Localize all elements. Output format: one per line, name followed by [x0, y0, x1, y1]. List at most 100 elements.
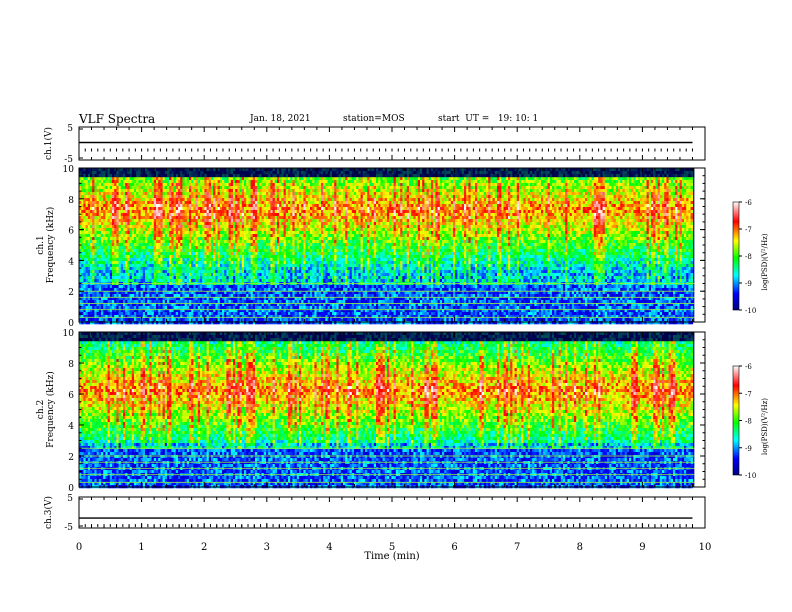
spectrogram-cell: [90, 216, 93, 219]
spectrogram-cell: [114, 273, 117, 276]
spectrogram-cell: [127, 255, 129, 258]
spectrogram-cell: [123, 198, 126, 201]
spectrogram-cell: [81, 264, 84, 267]
spectrogram-cell: [119, 279, 122, 282]
spectrogram-cell: [114, 276, 117, 279]
spectrogram-cell: [94, 213, 97, 216]
spectrogram-cell: [110, 243, 113, 246]
spectrogram-cell: [105, 312, 108, 315]
spectrogram-cell: [112, 186, 115, 189]
spectrogram-cell: [90, 258, 93, 261]
spectrogram-cell: [92, 279, 95, 282]
spectrogram-cell: [103, 243, 106, 246]
spectrogram-cell: [108, 189, 111, 192]
spectrogram-cell: [130, 231, 133, 234]
spectrogram-cell: [99, 222, 102, 225]
spectrogram-cell: [116, 210, 119, 213]
spectrogram-cell: [121, 177, 124, 180]
spectrogram-cell: [110, 306, 113, 309]
spectrogram-cell: [88, 246, 91, 249]
spectrogram-cell: [108, 222, 111, 225]
spectrogram-cell: [86, 177, 89, 180]
spectrogram-cell: [99, 318, 102, 321]
spectrogram-cell: [94, 270, 97, 273]
spectrogram-cell: [112, 273, 115, 276]
spectrogram-cell: [110, 270, 113, 273]
spectrogram-cell: [130, 180, 133, 183]
spectrogram-cell: [127, 213, 129, 216]
spectrogram-cell: [88, 312, 91, 315]
spectrogram-cell: [86, 219, 89, 222]
spectrogram-cell: [103, 279, 106, 282]
spectrogram-cell: [130, 258, 133, 261]
spectrogram-cell: [105, 183, 108, 186]
spectrogram-cell: [112, 306, 115, 309]
spectrogram-cell: [116, 192, 119, 195]
spectrogram-cell: [83, 183, 86, 186]
spectrogram-cell: [125, 189, 128, 192]
spectrogram-cell: [130, 243, 133, 246]
spectrogram-cell: [86, 222, 89, 225]
spectrogram-cell: [88, 237, 91, 240]
spectrogram-cell: [83, 180, 86, 183]
spectrogram-cell: [88, 216, 91, 219]
spectrogram-cell: [88, 234, 91, 237]
spectrogram-cell: [132, 261, 135, 264]
spectrogram-cell: [108, 216, 111, 219]
spectrogram-cell: [121, 201, 124, 204]
spectrogram-cell: [112, 318, 115, 321]
spectrogram-cell: [116, 285, 119, 288]
spectrogram-cell: [110, 294, 113, 297]
spectrogram-cell: [112, 237, 115, 240]
spectrogram-cell: [123, 240, 126, 243]
spectrogram-cell: [112, 192, 115, 195]
spectrogram-cell: [110, 201, 113, 204]
spectrogram-cell: [99, 306, 102, 309]
spectrogram-cell: [101, 180, 104, 183]
spectrogram-cell: [132, 264, 135, 267]
spectrogram-cell: [92, 306, 95, 309]
spectrogram-cell: [125, 240, 128, 243]
spectrogram-cell: [130, 312, 133, 315]
spectrogram-cell: [105, 246, 108, 249]
spectrogram-cell: [105, 261, 108, 264]
spectrogram-cell: [116, 225, 119, 228]
spectrogram-cell: [132, 270, 135, 273]
spectrogram-cell: [108, 300, 111, 303]
spectrogram-cell: [112, 222, 115, 225]
spectrogram-cell: [116, 243, 119, 246]
spectrogram-cell: [119, 240, 122, 243]
spectrogram-cell: [119, 267, 122, 270]
spectrogram-cell: [119, 255, 122, 258]
spectrogram-cell: [110, 312, 113, 315]
spectrogram-cell: [127, 216, 129, 219]
spectrogram-cell: [92, 177, 95, 180]
spectrogram-cell: [132, 285, 135, 288]
spectrogram-cell: [94, 321, 97, 324]
spectrogram-cell: [92, 186, 95, 189]
spectrogram-cell: [83, 255, 86, 258]
spectrogram-cell: [130, 276, 133, 279]
spectrogram-cell: [99, 261, 102, 264]
spectrogram-cell: [83, 285, 86, 288]
spectrogram-cell: [99, 267, 102, 270]
spectrogram-cell: [127, 276, 129, 279]
spectrogram-cell: [119, 234, 122, 237]
spectrogram-cell: [127, 258, 129, 261]
spectrogram-cell: [97, 204, 100, 207]
spectrogram-cell: [114, 237, 117, 240]
spectrogram-cell: [90, 177, 93, 180]
spectrogram-cell: [88, 294, 91, 297]
spectrogram-cell: [130, 270, 133, 273]
spectrogram-cell: [83, 318, 86, 321]
spectrogram-cell: [90, 273, 93, 276]
spectrogram-cell: [125, 216, 128, 219]
spectrogram-cell: [92, 189, 95, 192]
spectrogram-cell: [81, 207, 84, 210]
spectrogram-cell: [121, 210, 124, 213]
spectrogram-cell: [81, 231, 84, 234]
spectrogram-cell: [110, 264, 113, 267]
spectrogram-cell: [125, 321, 128, 324]
spectrogram-cell: [119, 216, 122, 219]
spectrogram-cell: [81, 249, 84, 252]
